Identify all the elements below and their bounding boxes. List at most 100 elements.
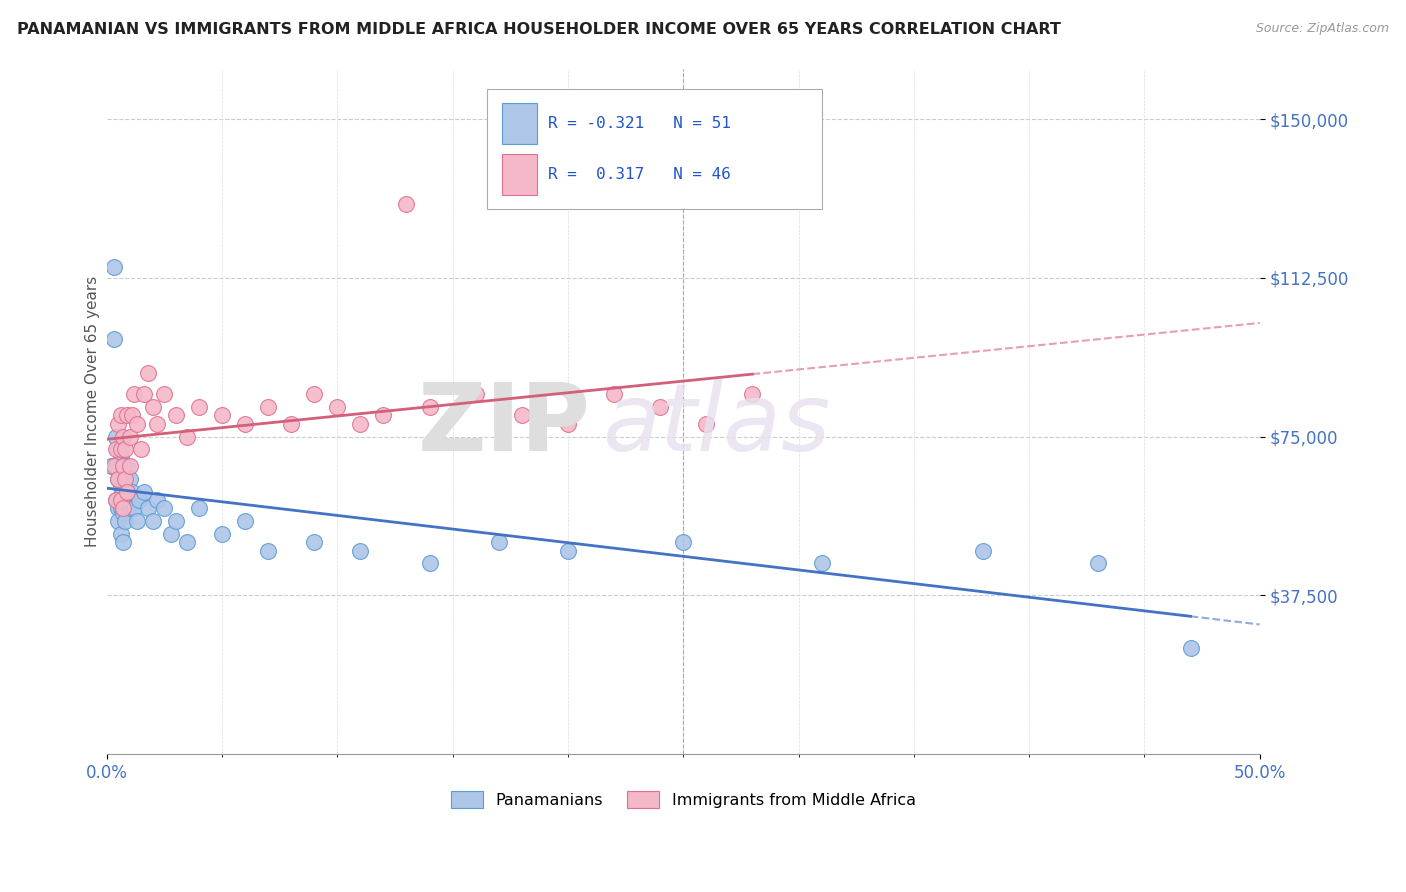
Text: atlas: atlas xyxy=(603,379,831,470)
Point xyxy=(117,484,139,499)
Point xyxy=(233,417,256,431)
Point xyxy=(741,387,763,401)
Point xyxy=(111,429,134,443)
Point xyxy=(111,506,134,520)
Point xyxy=(107,417,129,431)
Point xyxy=(104,493,127,508)
Point xyxy=(118,472,141,486)
Point xyxy=(153,387,176,401)
Point xyxy=(118,501,141,516)
Point xyxy=(128,493,150,508)
Point xyxy=(488,535,510,549)
Bar xyxy=(502,103,537,144)
Point xyxy=(695,417,717,431)
Point xyxy=(419,400,441,414)
Point xyxy=(373,409,395,423)
Point xyxy=(110,409,132,423)
Point xyxy=(125,417,148,431)
Point xyxy=(114,514,136,528)
Point xyxy=(121,484,143,499)
Point xyxy=(557,543,579,558)
Point xyxy=(419,557,441,571)
Point xyxy=(233,514,256,528)
Point xyxy=(972,543,994,558)
Text: R =  0.317   N = 46: R = 0.317 N = 46 xyxy=(548,167,731,182)
Point xyxy=(107,472,129,486)
Point xyxy=(165,514,187,528)
Legend: Panamanians, Immigrants from Middle Africa: Panamanians, Immigrants from Middle Afri… xyxy=(444,785,922,814)
Point xyxy=(117,459,139,474)
Point xyxy=(114,472,136,486)
Point xyxy=(103,260,125,275)
Point xyxy=(176,535,198,549)
Point xyxy=(257,400,280,414)
Point xyxy=(114,493,136,508)
Point xyxy=(111,459,134,474)
Point xyxy=(129,442,152,457)
Point xyxy=(349,543,371,558)
Point xyxy=(117,484,139,499)
Point xyxy=(114,472,136,486)
Point xyxy=(110,480,132,494)
Point xyxy=(103,459,125,474)
Point xyxy=(326,400,349,414)
Point xyxy=(302,387,325,401)
Point xyxy=(132,484,155,499)
Point xyxy=(124,501,146,516)
Point xyxy=(187,501,209,516)
Point xyxy=(107,501,129,516)
Point xyxy=(257,543,280,558)
Point xyxy=(104,429,127,443)
Point xyxy=(100,459,122,474)
Point xyxy=(117,409,139,423)
Point xyxy=(1087,557,1109,571)
Point xyxy=(107,442,129,457)
Point xyxy=(136,501,159,516)
Point xyxy=(110,501,132,516)
Point xyxy=(464,387,486,401)
Point xyxy=(211,409,233,423)
Point xyxy=(104,459,127,474)
Point xyxy=(111,535,134,549)
Point xyxy=(104,442,127,457)
Point xyxy=(110,527,132,541)
Point xyxy=(103,332,125,346)
Point xyxy=(125,514,148,528)
FancyBboxPatch shape xyxy=(488,89,821,209)
Point xyxy=(118,429,141,443)
Point xyxy=(510,409,533,423)
Point xyxy=(110,442,132,457)
Point xyxy=(302,535,325,549)
Point xyxy=(107,472,129,486)
Y-axis label: Householder Income Over 65 years: Householder Income Over 65 years xyxy=(86,276,100,547)
Point xyxy=(280,417,302,431)
Point xyxy=(114,442,136,457)
Point xyxy=(211,527,233,541)
Text: Source: ZipAtlas.com: Source: ZipAtlas.com xyxy=(1256,22,1389,36)
Point xyxy=(111,459,134,474)
Point xyxy=(110,450,132,465)
Point xyxy=(176,429,198,443)
Point xyxy=(187,400,209,414)
Point xyxy=(124,387,146,401)
Point xyxy=(650,400,672,414)
Text: R = -0.321   N = 51: R = -0.321 N = 51 xyxy=(548,116,731,131)
Point xyxy=(110,493,132,508)
Point xyxy=(395,197,418,211)
Point xyxy=(111,484,134,499)
Point xyxy=(142,514,165,528)
Point xyxy=(165,409,187,423)
Text: PANAMANIAN VS IMMIGRANTS FROM MIDDLE AFRICA HOUSEHOLDER INCOME OVER 65 YEARS COR: PANAMANIAN VS IMMIGRANTS FROM MIDDLE AFR… xyxy=(17,22,1060,37)
Point xyxy=(142,400,165,414)
Point xyxy=(557,417,579,431)
Point xyxy=(132,387,155,401)
Point xyxy=(121,409,143,423)
Point xyxy=(349,417,371,431)
Point xyxy=(160,527,183,541)
Point xyxy=(810,557,832,571)
Point xyxy=(146,493,169,508)
Point xyxy=(1180,641,1202,656)
Bar xyxy=(502,154,537,195)
Point xyxy=(111,501,134,516)
Point xyxy=(118,459,141,474)
